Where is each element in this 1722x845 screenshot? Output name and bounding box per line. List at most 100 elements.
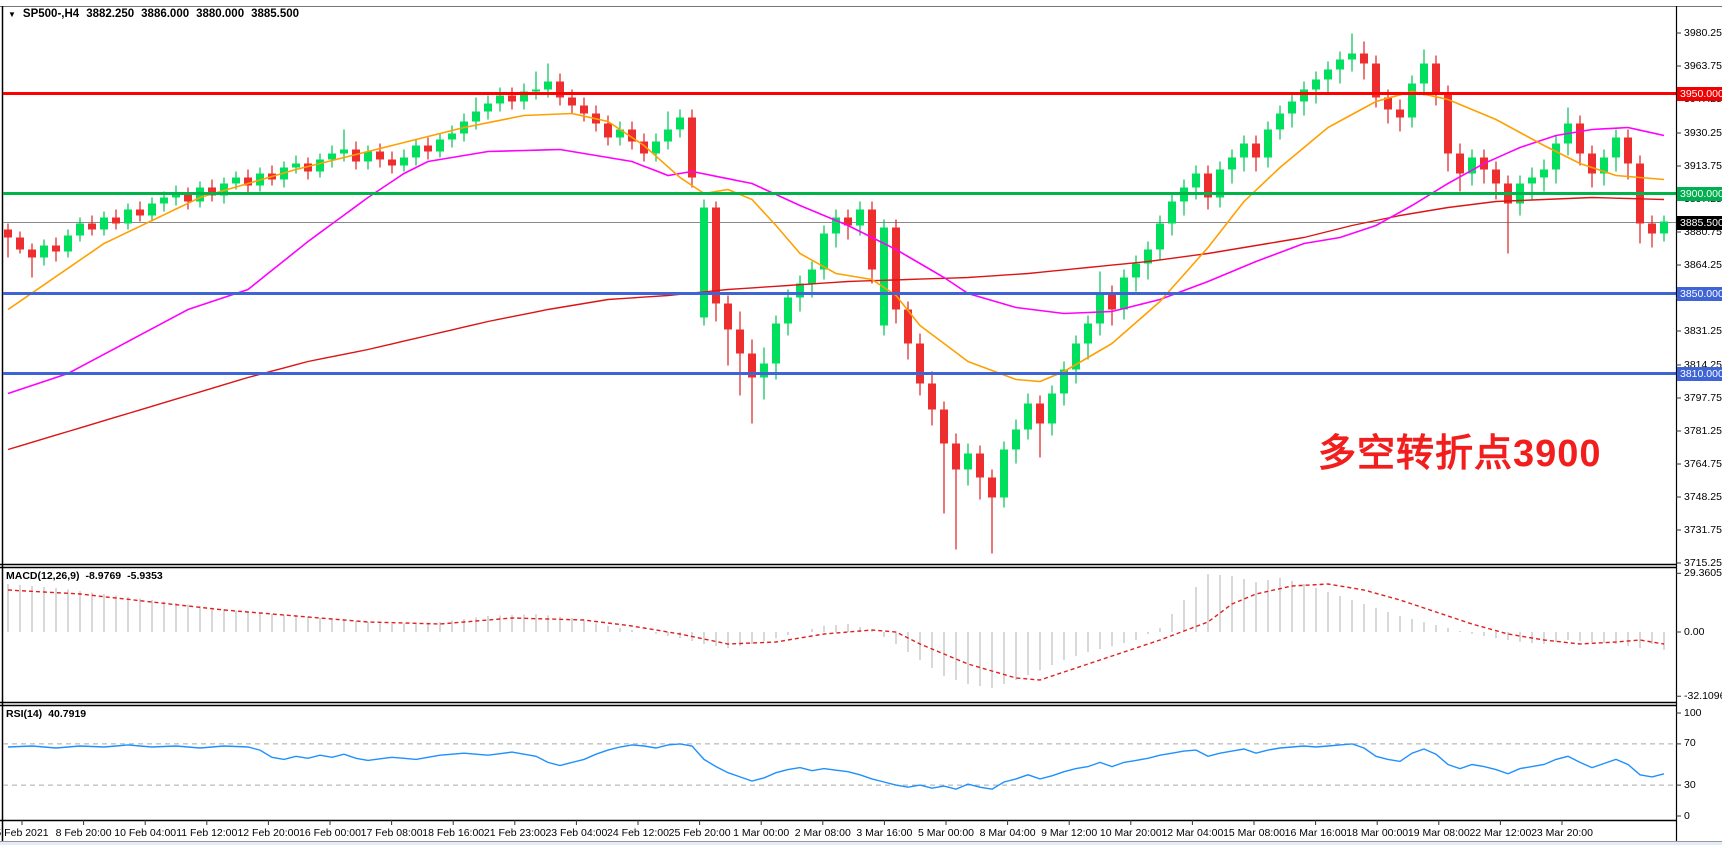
bear-candle-body [304, 163, 312, 172]
bear-candle-body [844, 217, 852, 226]
rsi-line [7, 743, 1665, 790]
price-axis-label[interactable]: 3913.750 [1684, 159, 1722, 172]
time-axis-label[interactable]: 12 Feb 20:00 [237, 827, 300, 839]
ohlc-close-value: 3885.500 [251, 8, 300, 20]
price-axis-label[interactable]: 3864.250 [1684, 258, 1722, 271]
bull-candle-body [1612, 137, 1620, 158]
rsi-axis-label: 100 [1684, 706, 1702, 719]
macd-signal-value: -5.9353 [127, 570, 163, 582]
price-axis-label[interactable]: 3963.750 [1684, 59, 1722, 72]
price-axis-label[interactable]: 3980.250 [1684, 26, 1722, 39]
bear-candle-body [892, 227, 900, 310]
bottom-edge-strip [0, 842, 1722, 845]
price-axis-label[interactable]: 3764.750 [1684, 457, 1722, 470]
time-axis-label[interactable]: 8 Mar 04:00 [979, 827, 1036, 839]
bull-candle-body [832, 217, 840, 234]
price-axis-label[interactable]: 3930.250 [1684, 126, 1722, 139]
bear-candle-body [112, 217, 120, 224]
time-axis-label[interactable]: 18 Feb 16:00 [422, 827, 485, 839]
time-axis-label[interactable]: 3 Mar 16:00 [856, 827, 913, 839]
bear-candle-body [1384, 97, 1392, 110]
time-axis-label[interactable]: 16 Feb 00:00 [299, 827, 361, 839]
time-axis-label[interactable]: 25 Feb 20:00 [668, 827, 731, 839]
bull-candle-body [1144, 249, 1152, 264]
bear-candle-body [748, 353, 756, 378]
time-axis-label[interactable]: 9 Mar 12:00 [1041, 827, 1098, 839]
bear-candle-body [640, 141, 648, 154]
bull-candle-body [1348, 53, 1356, 60]
time-axis-label[interactable]: 23 Feb 04:00 [545, 827, 608, 839]
macd-axis-label: 29.3605 [1684, 566, 1722, 579]
time-axis-label[interactable]: 21 Feb 23:00 [483, 827, 546, 839]
bear-candle-body [1576, 123, 1584, 154]
chinese-annotation-text: 多空转折点3900 [1318, 433, 1602, 475]
bull-candle-body [520, 91, 528, 102]
rsi-axis-label: 0 [1684, 809, 1690, 822]
macd-histogram-group[interactable] [7, 574, 1665, 688]
time-axis-label[interactable]: 8 Feb 20:00 [55, 827, 112, 839]
chart-header: ▼ SP500-,H4 3882.250 3886.000 3880.000 3… [8, 8, 299, 20]
time-axis-label[interactable]: 2 Mar 08:00 [794, 827, 851, 839]
bear-candle-body [16, 237, 24, 250]
bear-candle-body [556, 81, 564, 98]
price-axis-label[interactable]: 3731.750 [1684, 523, 1722, 536]
rsi-name: RSI(14) [6, 708, 43, 720]
macd-axis-label: -32.1096 [1684, 689, 1722, 702]
bull-candle-body [436, 139, 444, 152]
bull-candle-body [316, 159, 324, 172]
time-axis-label[interactable]: 10 Mar 20:00 [1099, 827, 1162, 839]
time-axis-label[interactable]: 10 Feb 04:00 [114, 827, 177, 839]
bear-candle-body [508, 95, 516, 102]
price-axis-label[interactable]: 3831.250 [1684, 324, 1722, 337]
bull-candle-body [1300, 89, 1308, 102]
bear-candle-body [604, 123, 612, 138]
time-axis-label[interactable]: 5 Feb 2021 [0, 827, 49, 839]
bear-candle-body [1492, 169, 1500, 184]
bull-candle-body [292, 163, 300, 168]
time-axis-label[interactable]: 19 Mar 08:00 [1407, 827, 1470, 839]
bull-candle-body [772, 323, 780, 364]
bear-candle-body [688, 117, 696, 178]
price-axis-label[interactable]: 3797.750 [1684, 391, 1722, 404]
bull-candle-body [124, 209, 132, 224]
bull-candle-body [1540, 169, 1548, 178]
bear-candle-body [28, 249, 36, 258]
bull-candle-body [820, 233, 828, 270]
time-ticks-group [21, 820, 1563, 825]
time-axis-label[interactable]: 1 Mar 00:00 [733, 827, 790, 839]
bull-candle-body [784, 297, 792, 324]
bull-candle-body [1168, 201, 1176, 224]
bull-candle-body [448, 133, 456, 140]
macd-name: MACD(12,26,9) [6, 570, 80, 582]
time-axis-label[interactable]: 22 Mar 12:00 [1469, 827, 1532, 839]
bull-candle-body [172, 193, 180, 198]
bull-candle-body [664, 129, 672, 142]
ohlc-open-value: 3882.250 [86, 8, 135, 20]
price-badge-3900.000: 3900.000 [1677, 186, 1722, 201]
price-badge-3810.000: 3810.000 [1677, 366, 1722, 381]
collapse-expand-icon[interactable]: ▼ [8, 9, 16, 19]
price-axis-label[interactable]: 3781.250 [1684, 424, 1722, 437]
time-axis-label[interactable]: 12 Mar 04:00 [1161, 827, 1224, 839]
axis-ticks-group [1676, 32, 1681, 817]
bull-candle-body [1012, 429, 1020, 450]
bull-candle-body [484, 103, 492, 112]
price-axis-label[interactable]: 3748.250 [1684, 490, 1722, 503]
time-axis-label[interactable]: 16 Mar 16:00 [1284, 827, 1347, 839]
bull-candle-body [1084, 323, 1092, 344]
bull-candle-body [1312, 79, 1320, 90]
bear-candle-body [208, 187, 216, 196]
bull-candle-body [1264, 129, 1272, 158]
bull-candle-body [1600, 157, 1608, 174]
time-axis-label[interactable]: 5 Mar 00:00 [917, 827, 975, 839]
bull-candle-body [1024, 403, 1032, 430]
time-axis-label[interactable]: 17 Feb 08:00 [360, 827, 423, 839]
time-axis-label[interactable]: 15 Mar 08:00 [1223, 827, 1285, 839]
price-badge-3850.000: 3850.000 [1677, 286, 1722, 301]
price-axis-label[interactable]: 3715.250 [1684, 556, 1722, 569]
time-axis-label[interactable]: 24 Feb 12:00 [607, 827, 669, 839]
time-axis-label[interactable]: 23 Mar 20:00 [1531, 827, 1593, 839]
time-axis-label[interactable]: 11 Feb 12:00 [176, 827, 238, 839]
time-axis-label[interactable]: 18 Mar 00:00 [1346, 827, 1409, 839]
